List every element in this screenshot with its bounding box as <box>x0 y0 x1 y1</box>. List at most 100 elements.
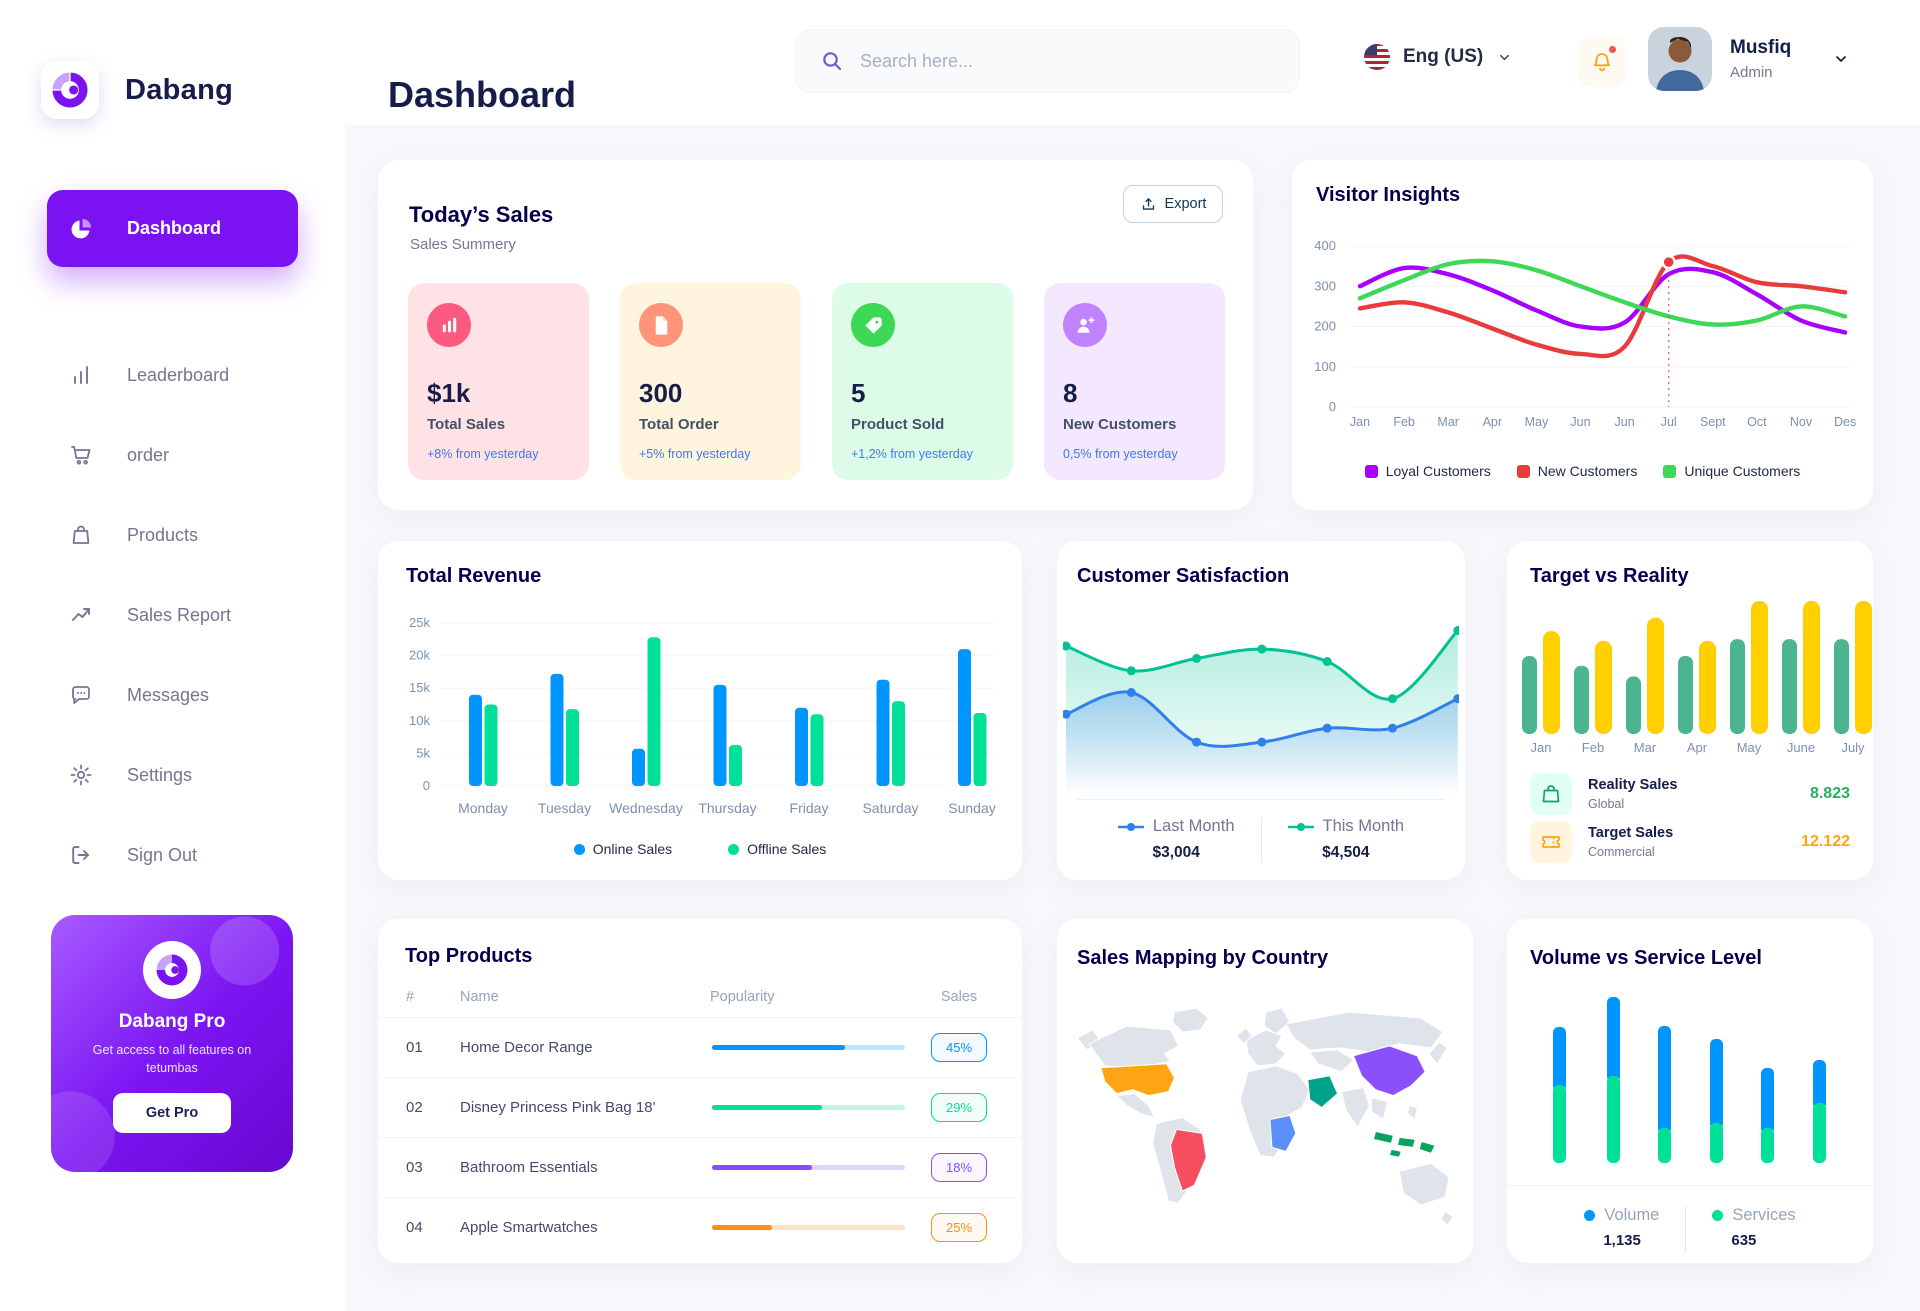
svg-text:July: July <box>1841 740 1865 755</box>
country-china <box>1353 1045 1426 1097</box>
messages-icon <box>69 683 93 707</box>
sidebar-item-sales-report[interactable]: Sales Report <box>47 587 298 643</box>
svg-text:Mar: Mar <box>1634 740 1657 755</box>
product-name: Disney Princess Pink Bag 18' <box>460 1099 656 1116</box>
svg-text:Nov: Nov <box>1790 415 1813 429</box>
customer-satisfaction-card: Customer Satisfaction Last Month $3,004 <box>1057 541 1465 880</box>
chevron-down-icon <box>1500 54 1510 60</box>
divider <box>1507 1185 1873 1186</box>
total-revenue-title: Total Revenue <box>406 565 542 587</box>
stat-label: New Customers <box>1063 416 1177 433</box>
last-month-label: Last Month <box>1152 817 1235 835</box>
search-input[interactable] <box>858 49 1279 73</box>
sidebar-item-leaderboard[interactable]: Leaderboard <box>47 347 298 403</box>
svg-text:Feb: Feb <box>1393 415 1415 429</box>
product-name: Apple Smartwatches <box>460 1219 598 1236</box>
country-saudi-arabia <box>1307 1075 1339 1109</box>
last-month-total: $3,004 <box>1152 844 1200 861</box>
today-sales-card: Today’s Sales Sales Summery Export $1k T… <box>378 160 1253 510</box>
sidebar-item-sign-out[interactable]: Sign Out <box>47 827 298 883</box>
get-pro-button[interactable]: Get Pro <box>113 1093 231 1134</box>
country-indonesia <box>1418 1140 1436 1154</box>
popularity-bar <box>712 1165 905 1170</box>
svg-text:June: June <box>1787 740 1815 755</box>
reality-sales-legend-row: Reality Sales Global 8.823 <box>1530 773 1850 815</box>
sidebar-item-dashboard[interactable]: Dashboard <box>47 190 298 267</box>
bar-chart-icon <box>427 303 471 347</box>
world-map <box>1071 1003 1459 1239</box>
stat-value: $1k <box>427 378 471 408</box>
sidebar-item-order[interactable]: order <box>47 427 298 483</box>
customer-satisfaction-chart <box>1061 597 1463 802</box>
sidebar: Dabang Dashboard Leaderboard order Produ… <box>0 0 345 1311</box>
country-central-asia <box>1309 1049 1355 1073</box>
sidebar-item-messages[interactable]: Messages <box>47 667 298 723</box>
user-role: Admin <box>1730 64 1773 81</box>
stat-label: Total Sales <box>427 416 506 433</box>
row-number: 04 <box>406 1219 423 1236</box>
country-indonesia <box>1396 1136 1416 1148</box>
sales-mapping-card: Sales Mapping by Country <box>1057 919 1473 1263</box>
target-vs-reality-card: Target vs Reality Jan Feb Mar Apr May June Jul… <box>1507 541 1873 880</box>
country-scandinavia <box>1263 1007 1291 1035</box>
language-selector[interactable]: Eng (US) <box>1363 36 1512 78</box>
svg-text:Monday: Monday <box>458 800 508 816</box>
svg-text:Jan: Jan <box>1531 740 1552 755</box>
country-greenland <box>1171 1007 1209 1033</box>
country-indonesia <box>1388 1148 1402 1158</box>
country-australia <box>1398 1162 1450 1206</box>
svg-text:Apr: Apr <box>1483 415 1502 429</box>
table-row-02: 02 Disney Princess Pink Bag 18' 29% <box>378 1077 1022 1137</box>
column-sales: Sales <box>940 989 978 1005</box>
reality-sales-label: Reality Sales <box>1588 777 1678 793</box>
top-products-card: Top Products # Name Popularity Sales 01 … <box>378 919 1022 1263</box>
chevron-down-icon <box>1836 56 1847 62</box>
row-number: 02 <box>406 1099 423 1116</box>
sales-report-icon <box>69 603 93 627</box>
profile-menu[interactable]: Musfiq Admin <box>1648 27 1849 91</box>
stat-value: 8 <box>1063 378 1078 408</box>
volume-vs-service-title: Volume vs Service Level <box>1530 947 1762 969</box>
row-number: 03 <box>406 1159 423 1176</box>
tag-icon <box>851 303 895 347</box>
products-icon <box>69 523 93 547</box>
svg-text:Thursday: Thursday <box>698 800 756 816</box>
pro-subtitle: Get access to all features on tetumbas <box>92 1043 252 1076</box>
svg-text:5k: 5k <box>416 745 430 760</box>
notification-bell-button[interactable] <box>1578 37 1626 87</box>
sidebar-item-label: order <box>127 444 170 465</box>
sales-mapping-title: Sales Mapping by Country <box>1077 947 1329 969</box>
country-brazil <box>1169 1128 1207 1192</box>
svg-text:Apr: Apr <box>1687 740 1708 755</box>
svg-text:Tuesday: Tuesday <box>538 800 591 816</box>
svg-text:15k: 15k <box>409 680 430 695</box>
volume-vs-service-card: Volume vs Service Level Volume 1,135 Ser… <box>1507 919 1873 1263</box>
target-vs-reality-chart: Jan Feb Mar Apr May June July <box>1507 593 1873 766</box>
language-label: Eng (US) <box>1403 46 1484 67</box>
stat-card-new-customers: 8 New Customers 0,5% from yesterday <box>1044 283 1225 480</box>
legend-item: Unique Customers <box>1663 463 1800 479</box>
sidebar-item-label: Dashboard <box>127 218 222 238</box>
stat-delta: +5% from yesterday <box>639 447 751 461</box>
sidebar-item-products[interactable]: Products <box>47 507 298 563</box>
country-philippines <box>1406 1105 1418 1120</box>
svg-text:Saturday: Saturday <box>862 800 918 816</box>
stat-card-total-order: 300 Total Order +5% from yesterday <box>620 283 801 480</box>
volume-dot-icon <box>1584 1210 1596 1221</box>
sidebar-item-label: Messages <box>127 684 210 705</box>
stat-delta: +1,2% from yesterday <box>851 447 973 461</box>
visitor-insights-chart: 0 100 200 300 400 Jan Feb Mar Apr May Jun Jun Ju… <box>1300 234 1866 455</box>
export-button[interactable]: Export <box>1123 185 1223 223</box>
total-revenue-chart: 0 5k 10k 15k 20k 25k Monday Tuesday Wednesd… <box>396 599 1004 839</box>
today-sales-title: Today’s Sales <box>409 202 554 227</box>
country-mexico <box>1116 1093 1156 1119</box>
product-name: Bathroom Essentials <box>460 1159 598 1176</box>
sales-badge: 25% <box>931 1213 987 1242</box>
country-united-states <box>1100 1063 1175 1097</box>
svg-text:Oct: Oct <box>1747 415 1767 429</box>
sidebar-item-settings[interactable]: Settings <box>47 747 298 803</box>
stat-value: 5 <box>851 378 866 408</box>
this-month-total: $4,504 <box>1322 844 1370 861</box>
leaderboard-icon <box>69 363 93 387</box>
svg-text:20k: 20k <box>409 648 430 663</box>
